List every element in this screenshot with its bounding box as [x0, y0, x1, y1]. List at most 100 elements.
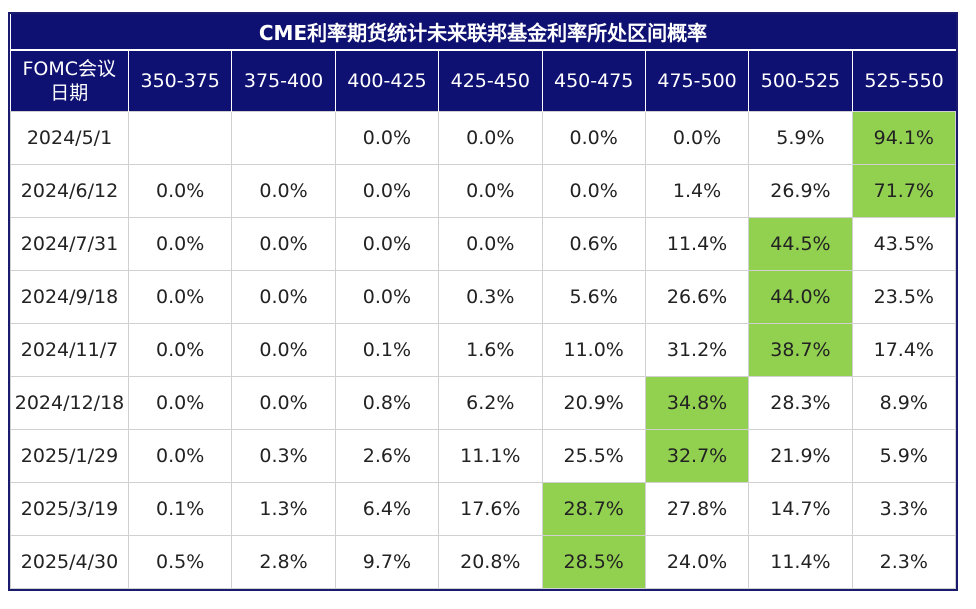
probability-cell: 20.9% — [541, 375, 646, 430]
probability-cell: 0.6% — [541, 216, 646, 271]
table-row: 2024/12/18 0.0% 0.0% 0.8% 6.2% 20.9% 34.8% 28.3… — [10, 375, 957, 430]
probability-cell: 11.4% — [748, 534, 853, 589]
probability-cell: 17.4% — [851, 322, 957, 377]
table-row: 2025/4/30 0.5% 2.8% 9.7% 20.8% 28.5% 24.0% 11.4… — [10, 534, 957, 589]
table-body: 2024/5/1 0.0% 0.0% 0.0% 0.0% 5.9% 94.1% 2024/6/… — [10, 110, 957, 589]
probability-cell: 26.6% — [644, 269, 750, 324]
header-range-500-525: 500-525 — [748, 50, 853, 111]
table-row: 2025/3/19 0.1% 1.3% 6.4% 17.6% 28.7% 27.8% 14.7… — [10, 481, 957, 536]
probability-cell: 0.0% — [541, 110, 646, 165]
probability-cell: 1.3% — [231, 481, 336, 536]
probability-cell: 34.8% — [644, 375, 750, 430]
probability-cell: 5.9% — [851, 428, 957, 483]
probability-cell: 2.3% — [851, 534, 957, 589]
probability-cell: 31.2% — [644, 322, 750, 377]
probability-cell: 0.0% — [438, 163, 543, 218]
probability-cell: 0.0% — [127, 216, 233, 271]
header-range-350-375: 350-375 — [127, 50, 232, 111]
probability-cell: 0.0% — [438, 216, 543, 271]
probability-cell: 0.0% — [127, 428, 233, 483]
probability-cell: 5.6% — [541, 269, 646, 324]
table-row: 2024/9/18 0.0% 0.0% 0.0% 0.3% 5.6% 26.6% 44.0% 2… — [10, 269, 957, 324]
probability-cell: 5.9% — [748, 110, 853, 165]
probability-cell: 71.7% — [851, 163, 957, 218]
probability-cell: 0.0% — [127, 322, 233, 377]
probability-cell: 0.0% — [231, 375, 336, 430]
probability-cell: 32.7% — [644, 428, 750, 483]
probability-cell: 0.0% — [231, 163, 336, 218]
probability-cell — [231, 110, 336, 165]
probability-cell: 6.2% — [438, 375, 543, 430]
row-date: 2025/3/19 — [10, 481, 129, 536]
probability-cell: 0.0% — [127, 163, 233, 218]
row-date: 2024/12/18 — [10, 375, 129, 430]
probability-cell: 27.8% — [644, 481, 750, 536]
probability-cell: 28.3% — [748, 375, 853, 430]
probability-cell: 0.0% — [231, 269, 336, 324]
probability-cell: 11.4% — [644, 216, 750, 271]
probability-cell: 0.0% — [127, 375, 233, 430]
table-header-row: FOMC会议 日期 350-375 375-400 400-425 425-450 45… — [10, 50, 956, 111]
probability-cell: 20.8% — [438, 534, 543, 589]
probability-cell: 43.5% — [851, 216, 957, 271]
row-date: 2025/4/30 — [10, 534, 129, 589]
probability-cell: 11.1% — [438, 428, 543, 483]
probability-cell: 0.0% — [644, 110, 750, 165]
probability-cell: 0.0% — [334, 216, 440, 271]
probability-cell: 2.6% — [334, 428, 440, 483]
table-row: 2024/7/31 0.0% 0.0% 0.0% 0.0% 0.6% 11.4% 44.5% 4… — [10, 216, 957, 271]
table-title: CME利率期货统计未来联邦基金利率所处区间概率 — [10, 14, 956, 51]
probability-cell: 0.3% — [438, 269, 543, 324]
probability-cell: 1.6% — [438, 322, 543, 377]
probability-cell: 14.7% — [748, 481, 853, 536]
table-row: 2024/6/12 0.0% 0.0% 0.0% 0.0% 0.0% 1.4% 26.9% 71… — [10, 163, 957, 218]
probability-cell: 11.0% — [541, 322, 646, 377]
probability-cell: 3.3% — [851, 481, 957, 536]
probability-cell: 0.3% — [231, 428, 336, 483]
header-range-525-550: 525-550 — [851, 50, 956, 111]
probability-cell: 0.0% — [334, 110, 440, 165]
table-row: 2025/1/29 0.0% 0.3% 2.6% 11.1% 25.5% 32.7% 21.9… — [10, 428, 957, 483]
probability-cell: 8.9% — [851, 375, 957, 430]
probability-cell: 0.8% — [334, 375, 440, 430]
row-date: 2024/6/12 — [10, 163, 129, 218]
probability-cell: 1.4% — [644, 163, 750, 218]
probability-cell: 38.7% — [748, 322, 853, 377]
probability-cell: 94.1% — [851, 110, 957, 165]
probability-cell: 44.0% — [748, 269, 853, 324]
probability-cell — [127, 110, 233, 165]
table-row: 2024/11/7 0.0% 0.0% 0.1% 1.6% 11.0% 31.2% 38.7%… — [10, 322, 957, 377]
header-fomc-date-line2: 日期 — [50, 81, 89, 104]
probability-cell: 2.8% — [231, 534, 336, 589]
row-date: 2024/7/31 — [10, 216, 129, 271]
header-range-450-475: 450-475 — [541, 50, 646, 111]
probability-cell: 23.5% — [851, 269, 957, 324]
header-range-400-425: 400-425 — [334, 50, 439, 111]
probability-cell: 0.5% — [127, 534, 233, 589]
probability-table-container: CME利率期货统计未来联邦基金利率所处区间概率 FOMC会议 日期 350-37… — [8, 12, 958, 591]
header-fomc-date-line1: FOMC会议 — [22, 57, 117, 80]
header-fomc-date: FOMC会议 日期 — [10, 50, 129, 111]
row-date: 2024/11/7 — [10, 322, 129, 377]
probability-cell: 0.0% — [541, 163, 646, 218]
probability-cell: 28.7% — [541, 481, 646, 536]
probability-cell: 0.0% — [231, 216, 336, 271]
probability-cell: 0.0% — [334, 163, 440, 218]
header-range-375-400: 375-400 — [231, 50, 336, 111]
probability-cell: 6.4% — [334, 481, 440, 536]
probability-cell: 0.0% — [438, 110, 543, 165]
header-range-475-500: 475-500 — [644, 50, 749, 111]
probability-cell: 21.9% — [748, 428, 853, 483]
probability-cell: 0.0% — [231, 322, 336, 377]
row-date: 2025/1/29 — [10, 428, 129, 483]
probability-cell: 28.5% — [541, 534, 646, 589]
probability-cell: 0.0% — [334, 269, 440, 324]
row-date: 2024/5/1 — [10, 110, 129, 165]
probability-cell: 0.1% — [127, 481, 233, 536]
probability-cell: 0.1% — [334, 322, 440, 377]
header-range-425-450: 425-450 — [438, 50, 542, 111]
probability-cell: 9.7% — [334, 534, 440, 589]
table-title-row: CME利率期货统计未来联邦基金利率所处区间概率 — [10, 14, 956, 51]
table-row: 2024/5/1 0.0% 0.0% 0.0% 0.0% 5.9% 94.1% — [10, 110, 957, 165]
probability-cell: 17.6% — [438, 481, 543, 536]
